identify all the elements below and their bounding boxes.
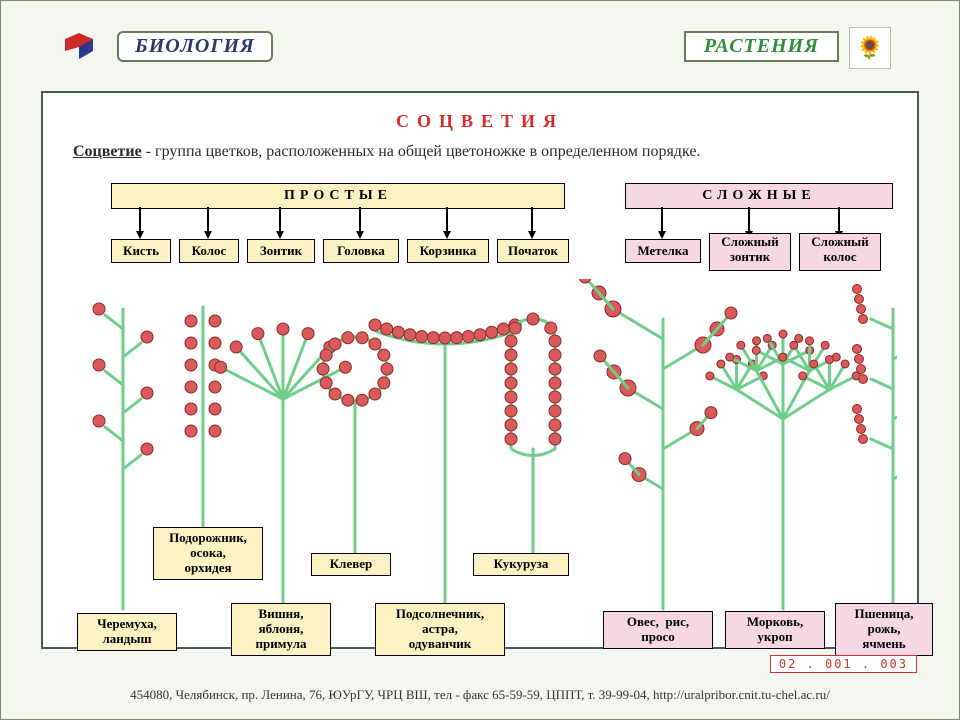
- logo-icon: [59, 29, 99, 69]
- example-caption: Клевер: [311, 553, 391, 576]
- main-panel: СОЦВЕТИЯ Соцветие - группа цветков, расп…: [41, 91, 919, 649]
- example-caption: Вишня, яблоня, примула: [231, 603, 331, 656]
- example-caption: Пшеница, рожь, ячмень: [835, 603, 933, 656]
- subtype-box: Метелка: [625, 239, 701, 263]
- subtype-box: Сложный зонтик: [709, 233, 791, 271]
- classification-row: ПРОСТЫЕ Кисть Колос Зонтик Головка Корзинка По…: [63, 183, 897, 273]
- group-header: СЛОЖНЫЕ: [625, 183, 893, 209]
- example-caption: Морковь, укроп: [725, 611, 825, 649]
- example-caption: Подсолнечник, астра, одуванчик: [375, 603, 505, 656]
- subtype-box: Зонтик: [247, 239, 315, 263]
- header-subject: РАСТЕНИЯ: [684, 31, 839, 62]
- subtype-box: Корзинка: [407, 239, 489, 263]
- footer-code: 02 . 001 . 003: [770, 655, 917, 673]
- subtype-box: Сложный колос: [799, 233, 881, 271]
- example-caption: Овес, рис, просо: [603, 611, 713, 649]
- sunflower-icon: 🌻: [849, 27, 891, 69]
- subtype-box: Початок: [497, 239, 569, 263]
- group-header: ПРОСТЫЕ: [111, 183, 565, 209]
- subtype-box: Кисть: [111, 239, 171, 263]
- example-caption: Кукуруза: [473, 553, 569, 576]
- example-caption: Подорожник, осока, орхидея: [153, 527, 263, 580]
- definition-term: Соцветие: [73, 143, 142, 160]
- subtype-box: Головка: [323, 239, 399, 263]
- page-title: СОЦВЕТИЯ: [43, 111, 917, 132]
- definition-rest: - группа цветков, расположенных на общей…: [142, 143, 701, 160]
- definition-text: Соцветие - группа цветков, расположенных…: [73, 143, 887, 161]
- footer-address: 454080, Челябинск, пр. Ленина, 76, ЮУрГУ…: [1, 687, 959, 703]
- example-caption: Черемуха, ландыш: [77, 613, 177, 651]
- header-title: БИОЛОГИЯ: [117, 31, 273, 62]
- subtype-box: Колос: [179, 239, 239, 263]
